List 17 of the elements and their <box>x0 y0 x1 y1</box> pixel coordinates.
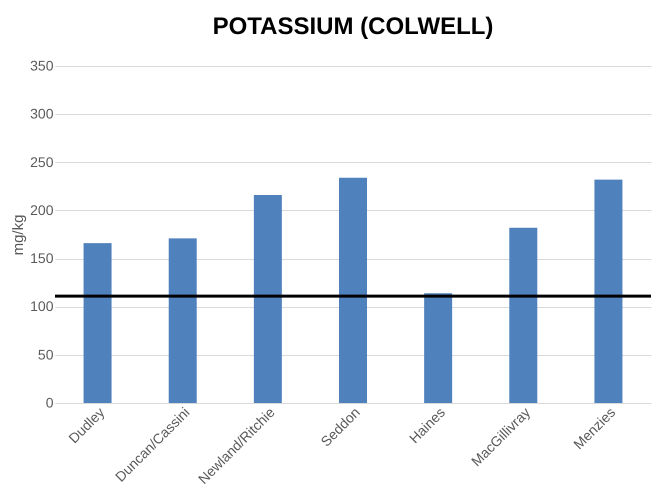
y-tick-label: 100 <box>30 298 54 314</box>
y-tick-label: 0 <box>46 394 54 410</box>
y-tick-label: 350 <box>30 58 54 74</box>
bar <box>84 243 112 403</box>
bar <box>509 228 538 403</box>
y-tick-label: 200 <box>30 202 54 218</box>
y-tick-label: 250 <box>30 154 54 170</box>
bar <box>339 178 367 403</box>
bar <box>594 180 622 403</box>
chart-title: POTASSIUM (COLWELL) <box>212 13 494 40</box>
bar <box>168 238 197 403</box>
y-axis-title: mg/kg <box>10 214 28 256</box>
bar <box>424 293 452 403</box>
y-tick-label: 50 <box>38 346 54 362</box>
y-tick-label: 300 <box>30 106 54 122</box>
y-tick-label: 150 <box>30 250 54 266</box>
bar <box>254 195 282 403</box>
